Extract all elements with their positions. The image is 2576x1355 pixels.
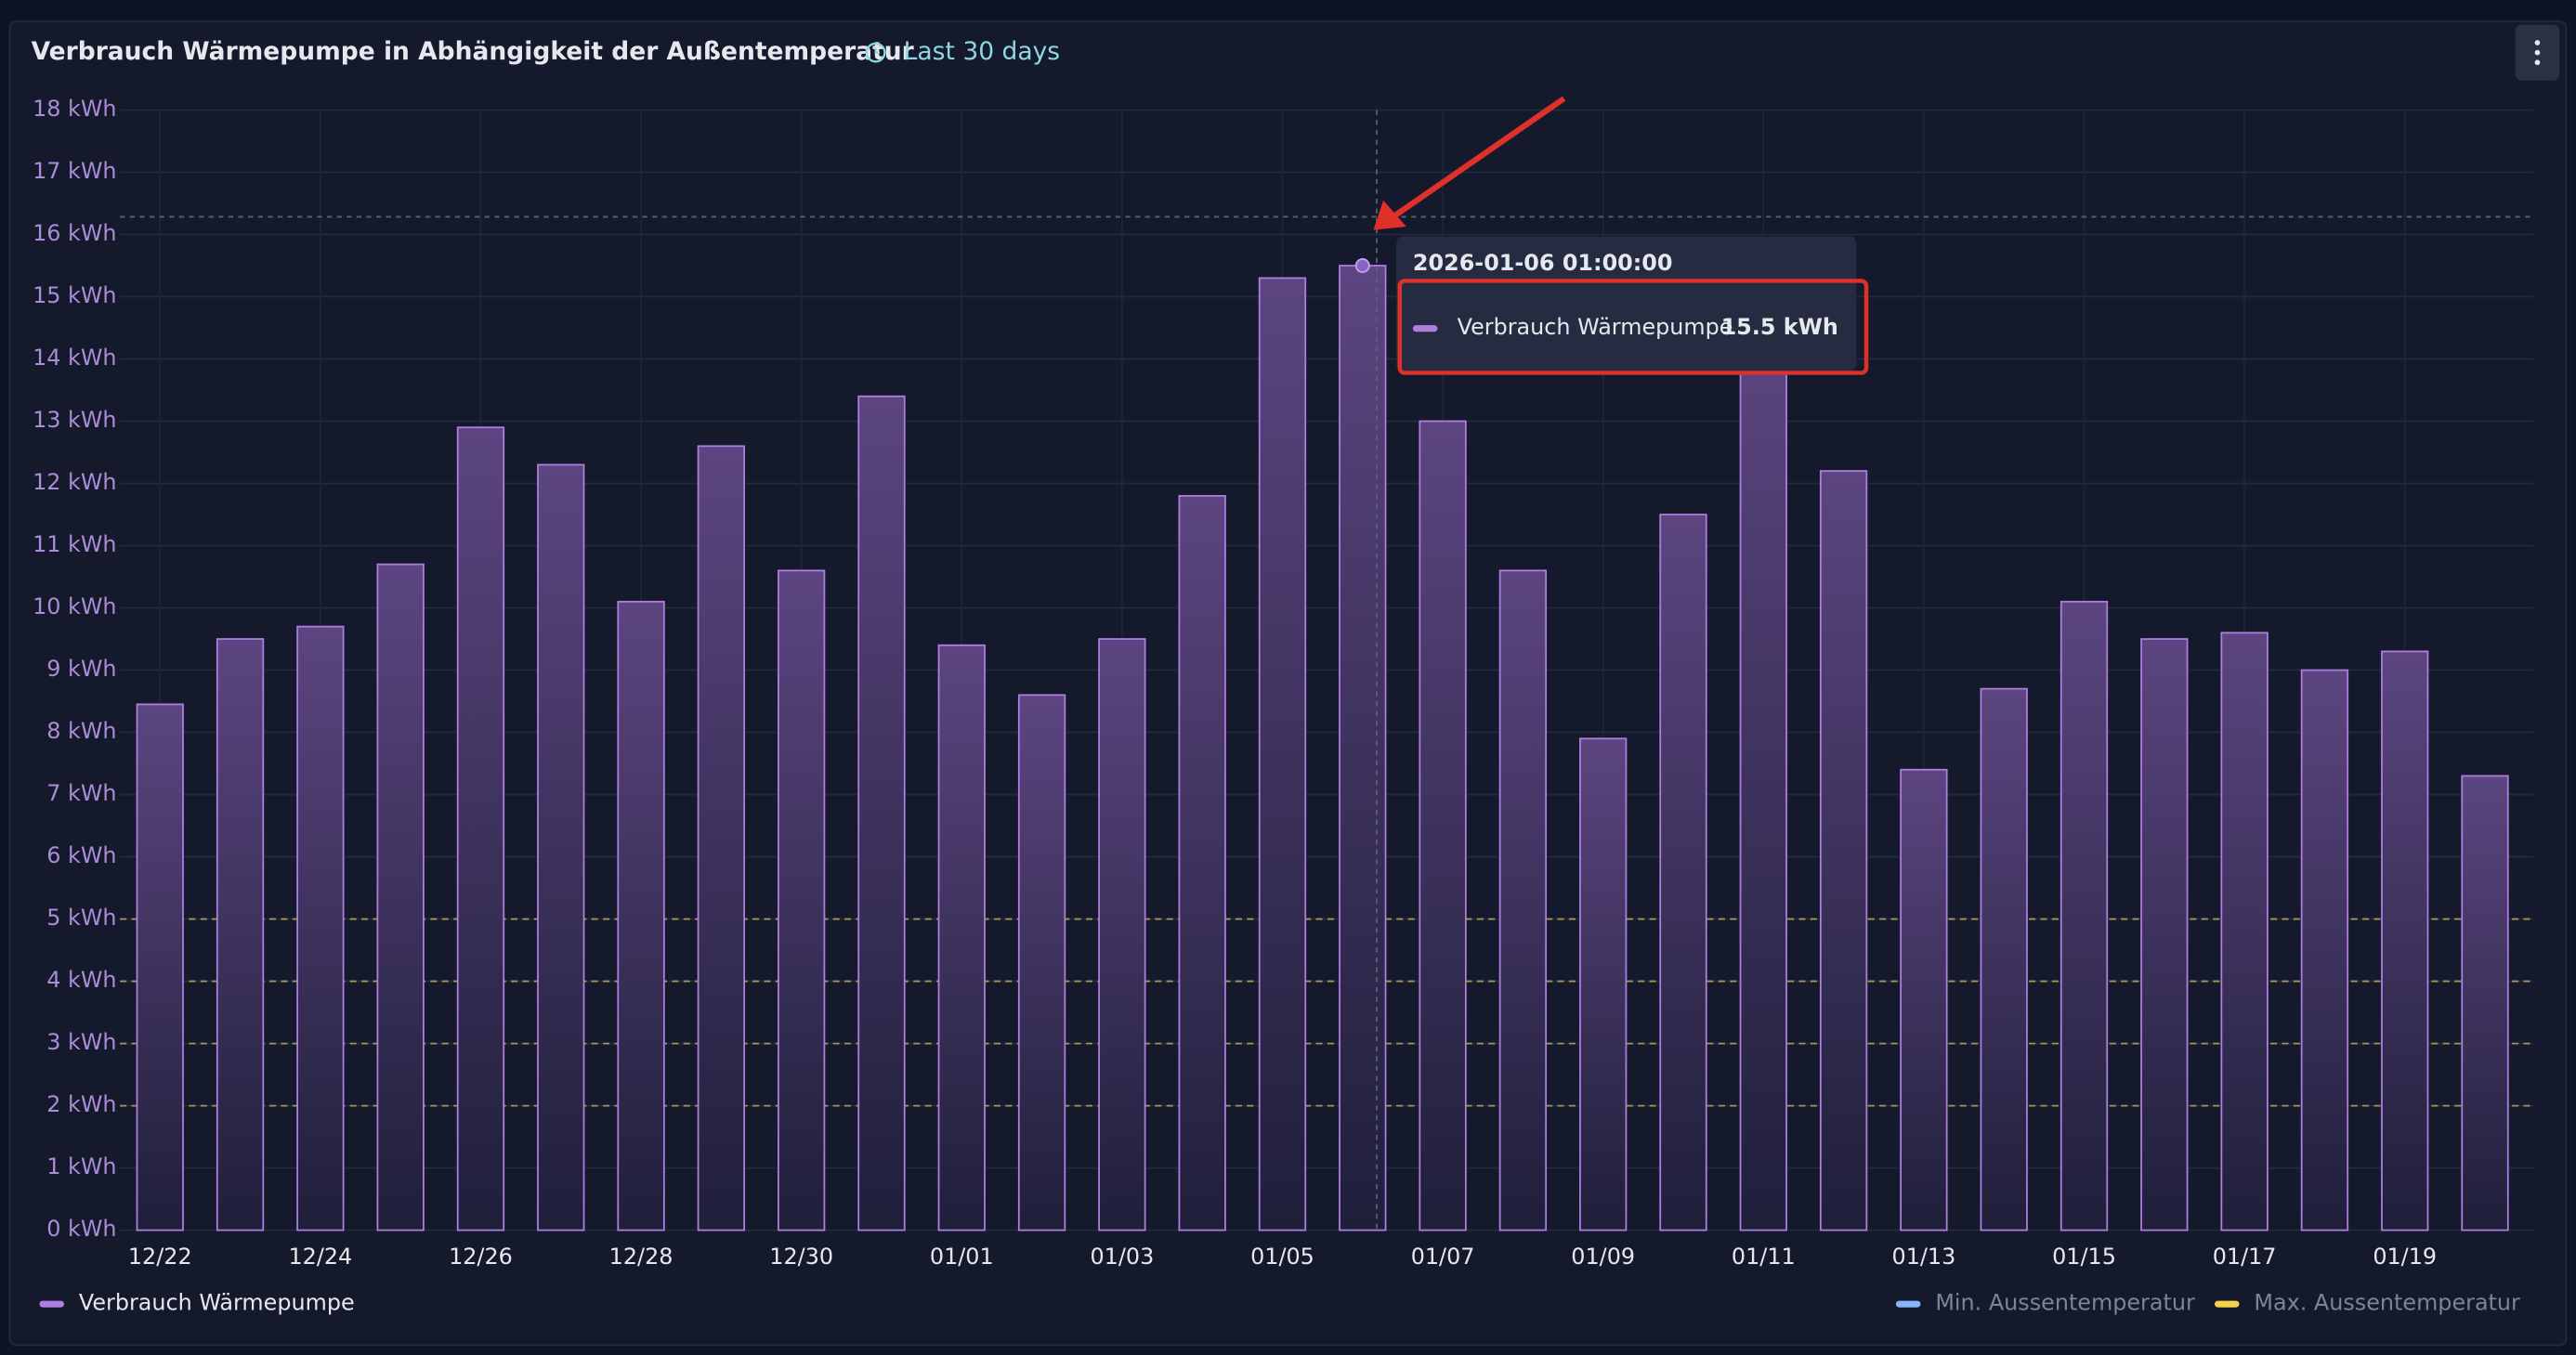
clock-hand (874, 47, 881, 54)
bar (617, 600, 665, 1231)
tooltip-value: 15.5 kWh (1721, 314, 1838, 340)
y-tick-label: 7 kWh (46, 780, 116, 806)
x-tick-label: 01/09 (1571, 1244, 1635, 1270)
bar (1339, 265, 1387, 1231)
x-tick-label: 01/11 (1732, 1244, 1796, 1270)
bar (136, 703, 184, 1231)
x-tick-label: 12/30 (769, 1244, 833, 1270)
x-tick-label: 12/28 (609, 1244, 673, 1270)
highlight-box (1397, 279, 1869, 375)
y-tick-label: 9 kWh (46, 656, 116, 682)
bar (1739, 339, 1787, 1231)
tooltip (1396, 236, 1857, 371)
bar (1900, 768, 1948, 1231)
y-tick-label: 17 kWh (33, 158, 116, 184)
bar (2059, 600, 2109, 1231)
x-tick-label: 01/07 (1411, 1244, 1475, 1270)
y-tick-label: 12 kWh (33, 469, 116, 495)
bar (857, 395, 906, 1231)
y-tick-label: 8 kWh (46, 718, 116, 744)
y-tick-label: 13 kWh (33, 407, 116, 433)
y-tick-label: 6 kWh (46, 842, 116, 868)
bar (2461, 775, 2509, 1231)
y-tick-label: 16 kWh (33, 220, 116, 246)
hover-point (1354, 258, 1370, 273)
bar (216, 638, 265, 1231)
tooltip-title: 2026-01-06 01:00:00 (1413, 250, 1673, 276)
y-tick-label: 5 kWh (46, 905, 116, 931)
time-range[interactable]: Last 30 days (904, 37, 1060, 66)
bar (2220, 632, 2269, 1231)
bar (376, 563, 425, 1231)
y-tick-label: 15 kWh (33, 282, 116, 308)
tooltip-series: Verbrauch Wärmepumpe (1458, 314, 1733, 340)
menu-dot (2534, 40, 2541, 46)
bar (1017, 694, 1066, 1231)
x-tick-label: 01/03 (1091, 1244, 1155, 1270)
y-tick-label: 18 kWh (33, 96, 116, 122)
x-tick-label: 12/24 (288, 1244, 352, 1270)
legend-swatch[interactable] (39, 1300, 64, 1308)
x-tick-label: 01/15 (2052, 1244, 2116, 1270)
overlay: 2026-01-06 01:00:00 Verbrauch Wärmepumpe1… (120, 96, 2534, 1231)
bar (1498, 569, 1548, 1231)
menu-dot (2534, 59, 2541, 66)
legend-label[interactable]: Verbrauch Wärmepumpe (79, 1290, 355, 1316)
chart-title: Verbrauch Wärmepumpe in Abhängigkeit der… (32, 37, 914, 66)
bar (1659, 514, 1707, 1231)
bar (2381, 650, 2429, 1231)
legend-swatch[interactable] (2214, 1300, 2240, 1308)
y-tick-label: 10 kWh (33, 593, 116, 619)
bar (456, 426, 505, 1231)
bar (937, 644, 986, 1231)
bar (1178, 495, 1226, 1231)
x-tick-label: 01/05 (1250, 1244, 1314, 1270)
bar (537, 463, 585, 1231)
bar (2140, 638, 2189, 1231)
bar (1819, 470, 1868, 1231)
bar (2300, 669, 2349, 1231)
x-tick-label: 01/19 (2373, 1244, 2437, 1270)
tooltip-swatch (1412, 325, 1438, 332)
bar (1098, 638, 1146, 1231)
y-tick-label: 14 kWh (33, 345, 116, 371)
y-tick-label: 4 kWh (46, 967, 116, 993)
legend-swatch[interactable] (1895, 1300, 1921, 1308)
bar (1980, 687, 2028, 1231)
x-tick-label: 12/26 (449, 1244, 513, 1270)
menu-dot (2534, 49, 2541, 56)
bar (1579, 737, 1628, 1231)
y-tick-label: 1 kWh (46, 1153, 116, 1179)
x-tick-label: 12/22 (128, 1244, 192, 1270)
bar (1419, 420, 1467, 1231)
bar (778, 569, 826, 1231)
bar (1258, 277, 1307, 1231)
annotation-arrowhead (1373, 200, 1406, 230)
clock-icon (865, 42, 886, 63)
legend-label[interactable]: Max. Aussentemperatur (2254, 1290, 2520, 1316)
y-tick-label: 2 kWh (46, 1091, 116, 1117)
x-tick-label: 01/17 (2213, 1244, 2277, 1270)
plot: 0 kWh 1 kWh 2 kWh 3 kWh 4 kWh 5 kWh 6 kWh 7 kWh… (33, 96, 2534, 1270)
y-tick-label: 0 kWh (46, 1216, 116, 1242)
x-tick-label: 01/13 (1892, 1244, 1956, 1270)
bar (296, 625, 345, 1231)
x-tick-label: 01/01 (930, 1244, 994, 1270)
y-tick-label: 11 kWh (33, 531, 116, 557)
legend-label[interactable]: Min. Aussentemperatur (1935, 1290, 2195, 1316)
bar (697, 445, 746, 1231)
annotation-arrow (1391, 96, 1566, 219)
y-tick-label: 3 kWh (46, 1029, 116, 1055)
